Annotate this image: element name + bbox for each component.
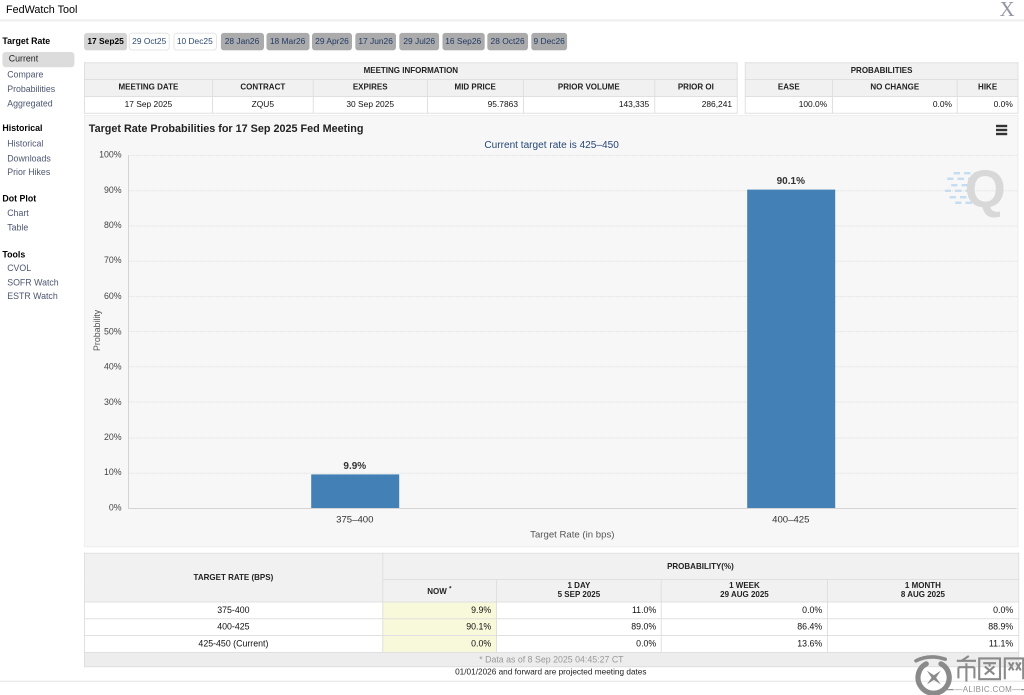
svg-text:—ALIBIC.COM—: —ALIBIC.COM— [954,685,1020,694]
